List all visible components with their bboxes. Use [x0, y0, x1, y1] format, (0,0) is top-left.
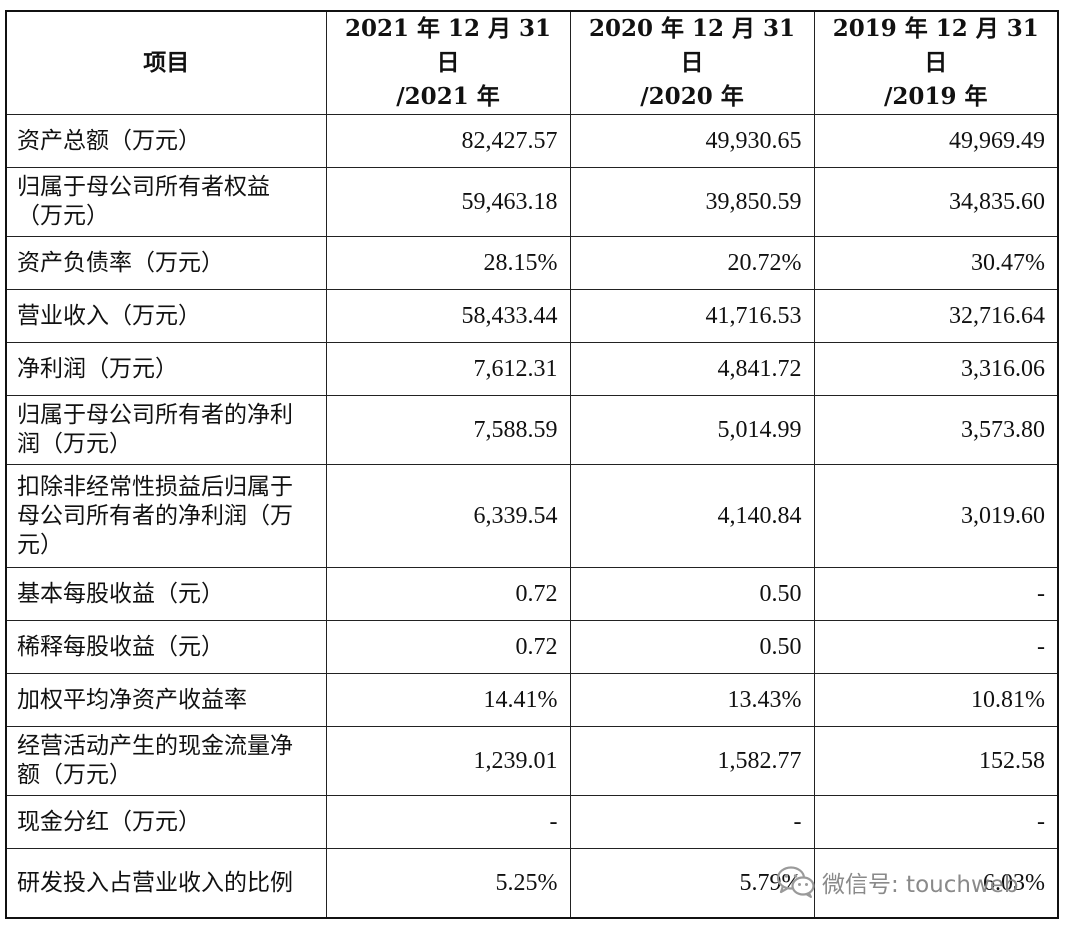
- cell-2019: 3,316.06: [813, 342, 1059, 396]
- row-label: 归属于母公司所有者的净利润（万元）: [5, 395, 327, 465]
- header-item: 项目: [5, 10, 327, 115]
- cell-2019: 32,716.64: [813, 289, 1059, 343]
- row-label: 研发投入占营业收入的比例: [5, 848, 327, 919]
- cell-2019: -: [813, 795, 1059, 849]
- cell-2020: 4,140.84: [569, 464, 815, 568]
- cell-2021: 6,339.54: [325, 464, 571, 568]
- cell-2021: 14.41%: [325, 673, 571, 727]
- cell-2020: 4,841.72: [569, 342, 815, 396]
- row-label: 资产负债率（万元）: [5, 236, 327, 290]
- header-row: 项目 2021 年 12 月 31 日/2021 年 2020 年 12 月 3…: [5, 10, 1059, 115]
- table-row: 经营活动产生的现金流量净额（万元） 1,239.01 1,582.77 152.…: [5, 726, 1059, 796]
- cell-2019: 3,573.80: [813, 395, 1059, 465]
- cell-2021: 7,588.59: [325, 395, 571, 465]
- row-label: 营业收入（万元）: [5, 289, 327, 343]
- cell-2021: 59,463.18: [325, 167, 571, 237]
- table-row: 归属于母公司所有者的净利润（万元） 7,588.59 5,014.99 3,57…: [5, 395, 1059, 465]
- cell-2021: 7,612.31: [325, 342, 571, 396]
- cell-2020: 20.72%: [569, 236, 815, 290]
- cell-2021: 1,239.01: [325, 726, 571, 796]
- cell-2021: -: [325, 795, 571, 849]
- table-row: 扣除非经常性损益后归属于母公司所有者的净利润（万元） 6,339.54 4,14…: [5, 464, 1059, 568]
- cell-2019: 6.03%: [813, 848, 1059, 919]
- cell-2021: 5.25%: [325, 848, 571, 919]
- table-row: 基本每股收益（元） 0.72 0.50 -: [5, 567, 1059, 621]
- header-2021: 2021 年 12 月 31 日/2021 年: [325, 10, 571, 115]
- row-label: 扣除非经常性损益后归属于母公司所有者的净利润（万元）: [5, 464, 327, 568]
- cell-2019: -: [813, 620, 1059, 674]
- cell-2019: 10.81%: [813, 673, 1059, 727]
- table-row: 加权平均净资产收益率 14.41% 13.43% 10.81%: [5, 673, 1059, 727]
- cell-2019: -: [813, 567, 1059, 621]
- table-row: 资产负债率（万元） 28.15% 20.72% 30.47%: [5, 236, 1059, 290]
- cell-2020: 0.50: [569, 567, 815, 621]
- cell-2020: 39,850.59: [569, 167, 815, 237]
- table-row: 现金分红（万元） - - -: [5, 795, 1059, 849]
- cell-2020: -: [569, 795, 815, 849]
- table-row: 稀释每股收益（元） 0.72 0.50 -: [5, 620, 1059, 674]
- cell-2019: 152.58: [813, 726, 1059, 796]
- cell-2019: 30.47%: [813, 236, 1059, 290]
- watermark: 微信号: touchweb: [776, 862, 1019, 902]
- cell-2021: 0.72: [325, 620, 571, 674]
- cell-2020: 13.43%: [569, 673, 815, 727]
- table-row: 归属于母公司所有者权益（万元） 59,463.18 39,850.59 34,8…: [5, 167, 1059, 237]
- cell-2019: 34,835.60: [813, 167, 1059, 237]
- header-2019: 2019 年 12 月 31 日/2019 年: [813, 10, 1059, 115]
- row-label: 归属于母公司所有者权益（万元）: [5, 167, 327, 237]
- cell-2019: 49,969.49: [813, 114, 1059, 168]
- table-row: 营业收入（万元） 58,433.44 41,716.53 32,716.64: [5, 289, 1059, 343]
- header-2020: 2020 年 12 月 31 日/2020 年: [569, 10, 815, 115]
- row-label: 加权平均净资产收益率: [5, 673, 327, 727]
- row-label: 净利润（万元）: [5, 342, 327, 396]
- watermark-text: 微信号: touchweb: [822, 872, 1019, 898]
- row-label: 经营活动产生的现金流量净额（万元）: [5, 726, 327, 796]
- table-row: 研发投入占营业收入的比例 5.25% 5.79% 6.03%: [5, 848, 1059, 919]
- cell-2021: 82,427.57: [325, 114, 571, 168]
- row-label: 资产总额（万元）: [5, 114, 327, 168]
- cell-2021: 58,433.44: [325, 289, 571, 343]
- row-label: 稀释每股收益（元）: [5, 620, 327, 674]
- cell-2020: 0.50: [569, 620, 815, 674]
- cell-2020: 49,930.65: [569, 114, 815, 168]
- cell-2020: 5,014.99: [569, 395, 815, 465]
- cell-2021: 0.72: [325, 567, 571, 621]
- table-row: 资产总额（万元） 82,427.57 49,930.65 49,969.49: [5, 114, 1059, 168]
- cell-2020: 1,582.77: [569, 726, 815, 796]
- table-row: 净利润（万元） 7,612.31 4,841.72 3,316.06: [5, 342, 1059, 396]
- row-label: 现金分红（万元）: [5, 795, 327, 849]
- cell-2021: 28.15%: [325, 236, 571, 290]
- cell-2020: 5.79%: [569, 848, 815, 919]
- cell-2019: 3,019.60: [813, 464, 1059, 568]
- row-label: 基本每股收益（元）: [5, 567, 327, 621]
- cell-2020: 41,716.53: [569, 289, 815, 343]
- wechat-icon: [776, 866, 815, 898]
- financial-table: 项目 2021 年 12 月 31 日/2021 年 2020 年 12 月 3…: [5, 10, 1059, 919]
